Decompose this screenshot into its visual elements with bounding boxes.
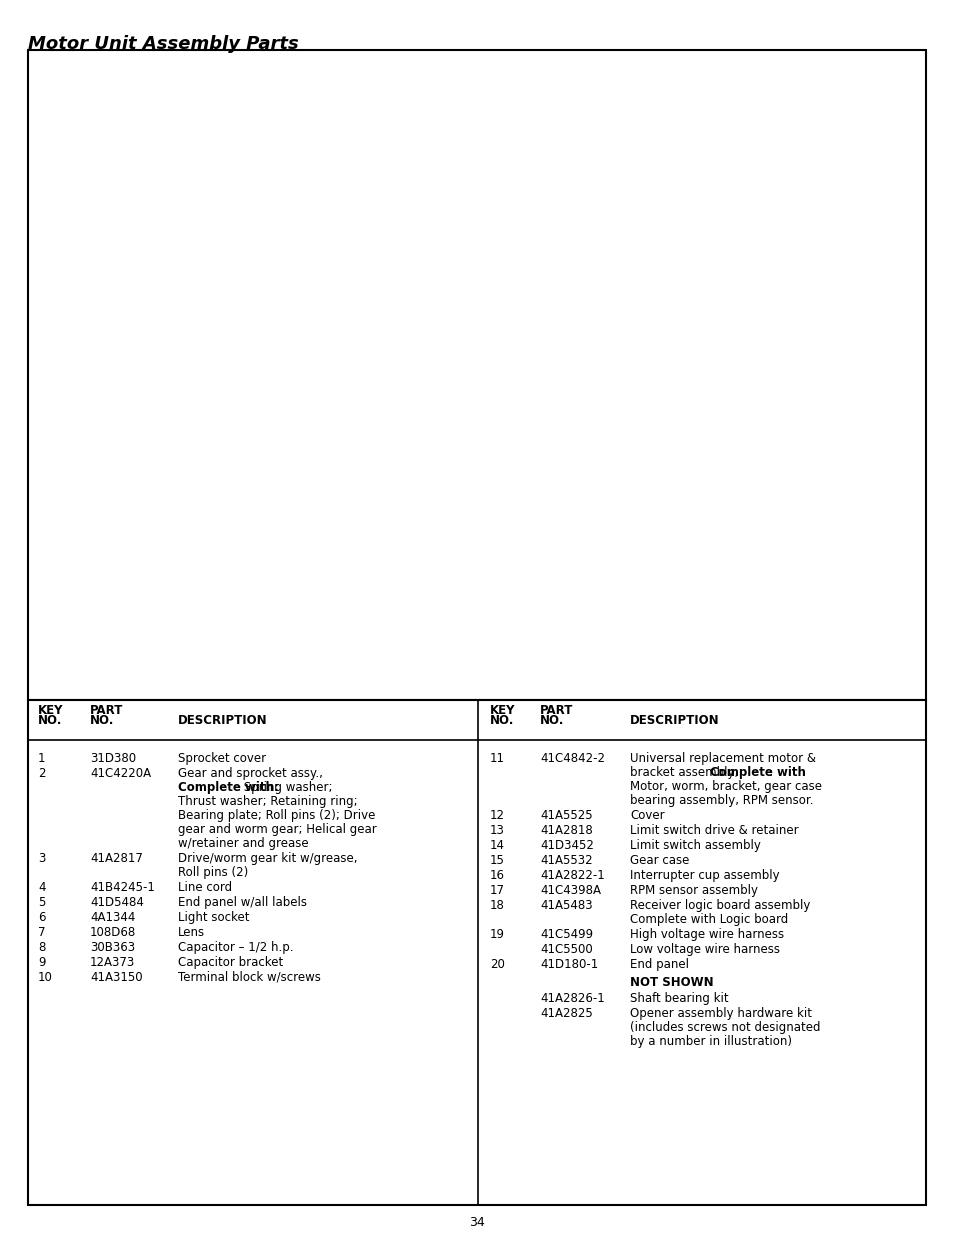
Text: NO.: NO. <box>38 714 62 727</box>
Text: 41A2818: 41A2818 <box>539 824 592 837</box>
Text: RPM sensor assembly: RPM sensor assembly <box>629 884 758 897</box>
Text: Motor Unit Assembly Parts: Motor Unit Assembly Parts <box>28 35 298 53</box>
Text: 3: 3 <box>38 852 46 864</box>
Text: 8: 8 <box>38 941 46 953</box>
Text: gear and worm gear; Helical gear: gear and worm gear; Helical gear <box>178 823 376 836</box>
Text: (includes screws not designated: (includes screws not designated <box>629 1021 820 1034</box>
Text: End panel: End panel <box>629 958 688 971</box>
Text: Bearing plate; Roll pins (2); Drive: Bearing plate; Roll pins (2); Drive <box>178 809 375 823</box>
Text: :: : <box>767 766 772 779</box>
Text: Capacitor – 1/2 h.p.: Capacitor – 1/2 h.p. <box>178 941 294 953</box>
Text: 18: 18 <box>490 899 504 911</box>
Text: 4A1344: 4A1344 <box>90 911 135 924</box>
Text: Limit switch assembly: Limit switch assembly <box>629 839 760 852</box>
Text: Lens: Lens <box>178 926 205 939</box>
Text: High voltage wire harness: High voltage wire harness <box>629 927 783 941</box>
Text: 41C4398A: 41C4398A <box>539 884 600 897</box>
Text: 11: 11 <box>490 752 504 764</box>
Text: 1: 1 <box>38 752 46 764</box>
Text: 41A3150: 41A3150 <box>90 971 143 984</box>
Text: 41B4245-1: 41B4245-1 <box>90 881 154 894</box>
Text: 7: 7 <box>38 926 46 939</box>
Text: 4: 4 <box>38 881 46 894</box>
Text: 30B363: 30B363 <box>90 941 135 953</box>
Text: Capacitor bracket: Capacitor bracket <box>178 956 283 969</box>
Text: Universal replacement motor &: Universal replacement motor & <box>629 752 815 764</box>
Text: Roll pins (2): Roll pins (2) <box>178 866 248 879</box>
Text: 41A5532: 41A5532 <box>539 853 592 867</box>
Text: 12A373: 12A373 <box>90 956 135 969</box>
Text: Complete with: Complete with <box>710 766 805 779</box>
Text: 41A5483: 41A5483 <box>539 899 592 911</box>
Text: 34: 34 <box>469 1215 484 1229</box>
Text: 16: 16 <box>490 869 504 882</box>
Text: DESCRIPTION: DESCRIPTION <box>178 714 268 727</box>
Text: Gear and sprocket assy.,: Gear and sprocket assy., <box>178 767 322 781</box>
Text: 41A2817: 41A2817 <box>90 852 143 864</box>
Text: Shaft bearing kit: Shaft bearing kit <box>629 992 728 1005</box>
Text: w/retainer and grease: w/retainer and grease <box>178 837 309 850</box>
Text: Motor, worm, bracket, gear case: Motor, worm, bracket, gear case <box>629 781 821 793</box>
Text: 41A2825: 41A2825 <box>539 1007 592 1020</box>
Text: Drive/worm gear kit w/grease,: Drive/worm gear kit w/grease, <box>178 852 357 864</box>
Text: Opener assembly hardware kit: Opener assembly hardware kit <box>629 1007 811 1020</box>
Text: 41A5525: 41A5525 <box>539 809 592 823</box>
Text: NOT SHOWN: NOT SHOWN <box>629 976 713 989</box>
Text: 19: 19 <box>490 927 504 941</box>
Text: 41C4220A: 41C4220A <box>90 767 151 781</box>
Text: 17: 17 <box>490 884 504 897</box>
Text: 41A2822-1: 41A2822-1 <box>539 869 604 882</box>
Text: 31D380: 31D380 <box>90 752 136 764</box>
Text: 20: 20 <box>490 958 504 971</box>
Text: Terminal block w/screws: Terminal block w/screws <box>178 971 320 984</box>
Text: Limit switch drive & retainer: Limit switch drive & retainer <box>629 824 798 837</box>
Text: 41C4842-2: 41C4842-2 <box>539 752 604 764</box>
Text: 41C5500: 41C5500 <box>539 944 592 956</box>
Text: PART: PART <box>539 704 573 718</box>
Text: 108D68: 108D68 <box>90 926 136 939</box>
Text: Low voltage wire harness: Low voltage wire harness <box>629 944 780 956</box>
Text: End panel w/all labels: End panel w/all labels <box>178 897 307 909</box>
Text: Interrupter cup assembly: Interrupter cup assembly <box>629 869 779 882</box>
Text: PART: PART <box>90 704 123 718</box>
Text: 10: 10 <box>38 971 52 984</box>
Text: 41D3452: 41D3452 <box>539 839 594 852</box>
Text: 6: 6 <box>38 911 46 924</box>
Text: Thrust washer; Retaining ring;: Thrust washer; Retaining ring; <box>178 795 357 808</box>
Text: by a number in illustration): by a number in illustration) <box>629 1035 791 1049</box>
Text: Receiver logic board assembly: Receiver logic board assembly <box>629 899 809 911</box>
Text: NO.: NO. <box>90 714 114 727</box>
Text: 2: 2 <box>38 767 46 781</box>
Text: Cover: Cover <box>629 809 664 823</box>
Text: 9: 9 <box>38 956 46 969</box>
Text: 41D180-1: 41D180-1 <box>539 958 598 971</box>
Text: bearing assembly, RPM sensor.: bearing assembly, RPM sensor. <box>629 794 813 806</box>
Text: KEY: KEY <box>490 704 515 718</box>
Text: 15: 15 <box>490 853 504 867</box>
Text: 13: 13 <box>490 824 504 837</box>
Text: 41D5484: 41D5484 <box>90 897 144 909</box>
Text: bracket assembly,: bracket assembly, <box>629 766 741 779</box>
Text: 41C5499: 41C5499 <box>539 927 593 941</box>
Text: Light socket: Light socket <box>178 911 250 924</box>
Text: Sprocket cover: Sprocket cover <box>178 752 266 764</box>
Text: Complete with Logic board: Complete with Logic board <box>629 913 787 926</box>
Text: DESCRIPTION: DESCRIPTION <box>629 714 719 727</box>
Bar <box>28 49 925 700</box>
Text: NO.: NO. <box>490 714 514 727</box>
Text: 14: 14 <box>490 839 504 852</box>
Bar <box>28 700 925 1205</box>
Text: 5: 5 <box>38 897 46 909</box>
Text: Line cord: Line cord <box>178 881 232 894</box>
Text: KEY: KEY <box>38 704 64 718</box>
Text: Gear case: Gear case <box>629 853 689 867</box>
Text: NO.: NO. <box>539 714 564 727</box>
Text: 12: 12 <box>490 809 504 823</box>
Text: Spring washer;: Spring washer; <box>239 781 332 794</box>
Text: Complete with:: Complete with: <box>178 781 278 794</box>
Text: 41A2826-1: 41A2826-1 <box>539 992 604 1005</box>
